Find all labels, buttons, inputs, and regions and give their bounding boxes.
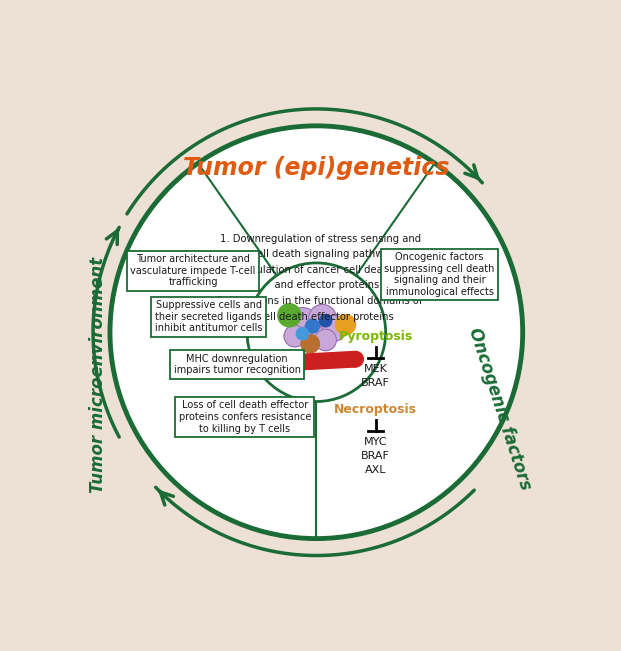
Circle shape — [301, 335, 319, 353]
Text: Oncogenic factors
suppressing cell death
signaling and their
immunological effec: Oncogenic factors suppressing cell death… — [384, 252, 495, 297]
Circle shape — [274, 355, 290, 370]
Circle shape — [287, 307, 318, 339]
Text: Tumor architecture and
vasculature impede T-cell
trafficking: Tumor architecture and vasculature imped… — [130, 254, 256, 287]
Circle shape — [247, 263, 386, 402]
Text: MHC downregulation
impairs tumor recognition: MHC downregulation impairs tumor recogni… — [173, 353, 301, 376]
Text: Pyroptosis: Pyroptosis — [338, 329, 413, 342]
Text: Necroptosis: Necroptosis — [334, 403, 417, 416]
Circle shape — [278, 304, 301, 327]
Circle shape — [284, 326, 306, 347]
Circle shape — [110, 126, 523, 538]
Polygon shape — [282, 352, 356, 370]
Circle shape — [320, 315, 347, 342]
Text: Tumor microenvironment: Tumor microenvironment — [89, 256, 107, 493]
Text: 1. Downregulation of stress sensing and
    cell death signaling pathways
2. Dow: 1. Downregulation of stress sensing and … — [199, 234, 442, 322]
Circle shape — [348, 352, 363, 367]
Circle shape — [300, 324, 325, 348]
Text: MYC
BRAF
AXL: MYC BRAF AXL — [361, 437, 390, 475]
Text: Loss of cell death effector
proteins confers resistance
to killing by T cells: Loss of cell death effector proteins con… — [179, 400, 311, 434]
Circle shape — [306, 319, 319, 333]
Text: Suppressive cells and
their secreted ligands
inhibit antitumor cells: Suppressive cells and their secreted lig… — [155, 300, 262, 333]
Text: Oncogenic factors: Oncogenic factors — [465, 326, 534, 493]
Text: MEK
BRAF: MEK BRAF — [361, 364, 390, 388]
Circle shape — [315, 329, 337, 351]
Text: Tumor (epi)genetics: Tumor (epi)genetics — [183, 156, 450, 180]
Circle shape — [335, 314, 356, 335]
Circle shape — [309, 305, 337, 332]
Circle shape — [296, 327, 309, 340]
Circle shape — [319, 314, 332, 327]
